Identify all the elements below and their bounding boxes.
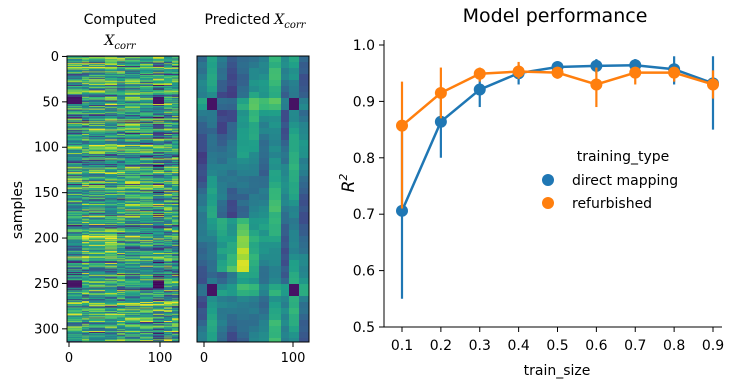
heatmap-y-tick-300: 300 [34,322,59,337]
x-tick-0.8: 0.8 [663,338,685,354]
heatmap-y-tick-0: 0 [51,50,59,65]
x-tick-0.5: 0.5 [546,338,568,354]
predicted-x-tick-100: 100 [281,351,306,366]
computed-x-tick-100: 100 [148,351,173,366]
computed-x-tick-0: 0 [65,351,73,366]
point-refurbished-0.6 [590,78,603,91]
y-tick-1.0: 1.0 [353,38,375,54]
x-tick-0.7: 0.7 [624,338,646,354]
chart-title: Model performance [463,5,648,27]
computed-subtitle: Xcorr [103,33,136,52]
series-refurbished [396,61,719,209]
point-refurbished-0.1 [396,119,408,132]
heatmap-y-tick-150: 150 [34,186,59,201]
point-direct-mapping-0.1 [396,204,408,217]
performance-axes: 0.5 0.6 0.7 0.8 0.9 1.0 0.1 0.2 0.3 0.4 0.5 0.6 0.7 0… [353,38,724,354]
series-line-refurbished [401,70,714,127]
x-tick-0.9: 0.9 [702,338,724,354]
computed-title: Computed [84,12,157,28]
y-tick-0.8: 0.8 [353,151,375,167]
x-tick-0.6: 0.6 [585,338,607,354]
x-axis-label: train_size [524,363,591,379]
legend-marker-refurbished [542,197,554,209]
performance-plot [396,56,719,299]
heatmap-y-label: samples [10,181,26,239]
legend-label-direct-mapping: direct mapping [572,173,678,189]
point-refurbished-0.5 [551,66,564,79]
heatmap-y-tick-250: 250 [34,277,59,292]
computed-heatmap [66,55,180,343]
heatmap-y-axis: 0 50 100 150 200 250 300 [34,50,67,337]
y-axis-label: R2 [337,174,359,193]
legend-marker-direct-mapping [542,174,554,186]
legend-title: training_type [577,149,670,165]
point-direct-mapping-0.3 [473,83,486,96]
heatmap-y-tick-200: 200 [34,232,59,247]
point-direct-mapping-0.2 [434,115,447,128]
y-tick-0.9: 0.9 [353,94,375,110]
heatmap-y-tick-100: 100 [34,141,59,156]
point-refurbished-0.2 [434,86,447,99]
legend-label-refurbished: refurbished [572,196,652,212]
legend: training_type direct mapping refurbished [542,149,678,212]
point-refurbished-0.3 [473,67,486,80]
computed-x-axis: 0 100 [65,342,173,366]
point-refurbished-0.9 [707,78,719,91]
predicted-x-axis: 0 100 [200,342,306,366]
x-tick-0.3: 0.3 [469,338,491,354]
x-tick-0.1: 0.1 [391,338,413,354]
x-tick-0.4: 0.4 [507,338,529,354]
heatmap-y-tick-50: 50 [42,95,59,110]
point-refurbished-0.8 [668,66,681,79]
y-tick-0.7: 0.7 [353,207,375,223]
predicted-x-tick-0: 0 [200,351,208,366]
x-tick-0.2: 0.2 [430,338,452,354]
y-tick-0.5: 0.5 [353,320,375,336]
y-tick-0.6: 0.6 [353,264,375,280]
point-direct-mapping-0.6 [590,59,603,72]
point-refurbished-0.4 [512,65,525,78]
predicted-heatmap [196,55,310,343]
point-refurbished-0.7 [629,66,642,79]
predicted-title: Predicted Xcorr [205,12,307,31]
